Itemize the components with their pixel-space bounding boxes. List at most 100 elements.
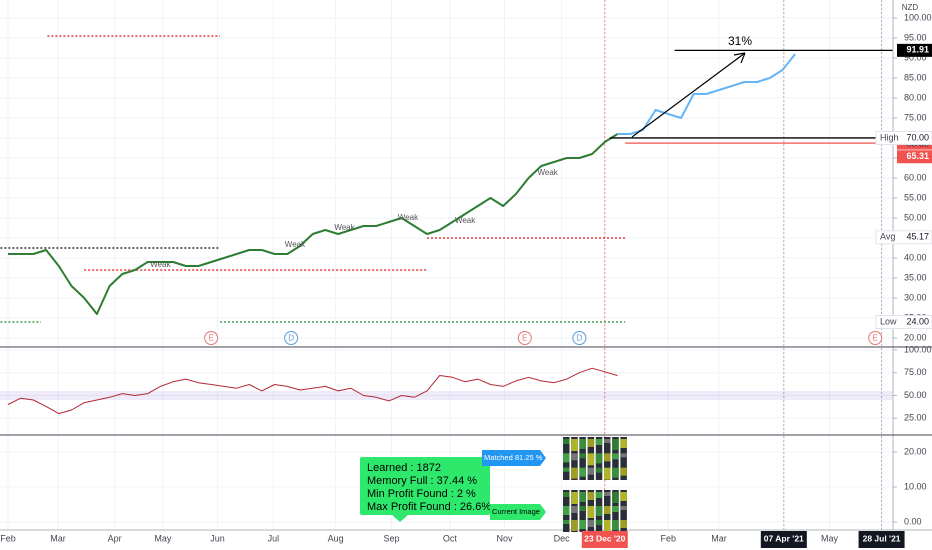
grid-block	[595, 492, 603, 498]
event-label: E	[873, 334, 878, 343]
grid-block	[571, 467, 578, 479]
currency: NZD	[902, 3, 919, 12]
y-tick-label: 100.00	[904, 12, 932, 22]
grid-block	[563, 453, 570, 463]
event-marker	[204, 331, 219, 345]
grid-block	[620, 467, 627, 476]
x-tick-label: Mar	[711, 533, 727, 543]
y-tick-label: 75.00	[904, 112, 927, 122]
axes: 20.0025.0030.0035.0040.0045.0050.0055.00…	[0, 12, 932, 548]
x-tick-bg	[760, 531, 807, 548]
grid-block	[587, 453, 595, 466]
y-tick-label: 40.00	[904, 252, 927, 262]
y-tick-label: 100.00	[904, 344, 932, 354]
current-tag	[490, 504, 546, 520]
grid-block	[620, 453, 627, 458]
x-tick-label: 23 Dec '20	[584, 533, 626, 543]
grid-block	[620, 506, 627, 510]
series-line	[8, 133, 619, 315]
rsi-band	[0, 390, 893, 400]
current-label: Current Image	[492, 507, 540, 516]
y-tick-label: 10.00	[904, 481, 927, 491]
grid-block	[587, 492, 595, 500]
annotation: 31%	[728, 34, 752, 48]
grid-block	[587, 506, 595, 518]
y-tick-label: 80.00	[904, 92, 927, 102]
matched-label: Matched 81.25 %	[484, 453, 543, 462]
stat-name: Low	[880, 316, 897, 326]
y-tick-label: 0.00	[904, 516, 922, 526]
event-label: D	[288, 334, 294, 343]
x-tick-label: Aug	[328, 533, 344, 543]
grid-block	[579, 492, 586, 502]
plot: Weak Weak Weak Weak Weak Weak E D E D E	[0, 35, 893, 415]
signal-note: Weak	[285, 240, 306, 249]
series-line	[617, 53, 796, 135]
y-tick-label: 90.00	[904, 52, 927, 62]
y-tick-label: 20.00	[904, 332, 927, 342]
grid-block	[571, 439, 578, 451]
grid-block	[571, 506, 578, 513]
x-tick-label: May	[821, 533, 839, 543]
grid-block	[604, 439, 611, 443]
y-tick-label: 55.00	[904, 192, 927, 202]
stat-bg	[875, 131, 932, 145]
image-grids	[563, 437, 627, 532]
price-label: 24.00	[906, 316, 929, 326]
grid-block	[595, 467, 603, 473]
event-marker	[572, 331, 587, 345]
x-tick-label: Dec	[554, 533, 571, 543]
info-pointer	[392, 515, 408, 522]
grid-block	[612, 506, 619, 512]
x-tick-label: Jul	[268, 533, 280, 543]
y-tick-label: 85.00	[904, 72, 927, 82]
series-line	[7, 367, 618, 415]
price-tag	[897, 150, 932, 164]
grid-block	[571, 453, 578, 461]
x-tick-label: 28 Jul '21	[863, 533, 901, 543]
grid-block	[587, 520, 595, 527]
y-tick-label: 30.00	[904, 292, 927, 302]
grid-block	[579, 467, 586, 477]
grid-block	[595, 506, 603, 516]
grid-block	[563, 506, 570, 515]
grid-block	[563, 467, 570, 472]
price-label: 70.00	[906, 132, 929, 142]
signal-note: Weak	[150, 260, 171, 269]
grid-cell	[620, 437, 627, 480]
grid-block	[620, 439, 627, 448]
grid-block	[604, 453, 611, 462]
x-tick-label: Sep	[383, 533, 399, 543]
info-line: Max Profit Found : 26.6%	[367, 501, 491, 513]
y-tick-label: 50.00	[904, 390, 927, 400]
info-line: Learned : 1872	[367, 462, 441, 474]
info-line: Memory Full : 37.44 %	[367, 475, 477, 487]
y-tick-label: 75.00	[904, 367, 927, 377]
stat-name: High	[880, 132, 899, 142]
grid-block	[612, 439, 619, 450]
grid-block	[595, 439, 603, 445]
stat-bg	[875, 315, 932, 329]
x-tick-label: Oct	[443, 533, 458, 543]
matched-tag	[482, 450, 546, 466]
grid-block	[595, 520, 603, 525]
x-tick-label: Feb	[0, 533, 16, 543]
event-marker	[517, 331, 532, 345]
grid-block	[587, 439, 595, 447]
signal-note: Weak	[537, 168, 558, 177]
y-tick-label: 95.00	[904, 32, 927, 42]
info-line: Min Profit Found : 2 %	[367, 488, 476, 500]
price-label: 91.91	[906, 45, 929, 55]
info-box	[360, 457, 490, 515]
grid-block	[604, 492, 611, 496]
grid-block	[612, 467, 619, 478]
grid-block	[612, 520, 619, 530]
grid-block	[612, 492, 619, 503]
grid-block	[563, 439, 570, 444]
y-tick-label: 60.00	[904, 172, 927, 182]
signal-note: Weak	[455, 216, 476, 225]
grid-block	[579, 520, 586, 529]
grid-cell	[579, 437, 586, 480]
grid-block	[604, 506, 611, 514]
